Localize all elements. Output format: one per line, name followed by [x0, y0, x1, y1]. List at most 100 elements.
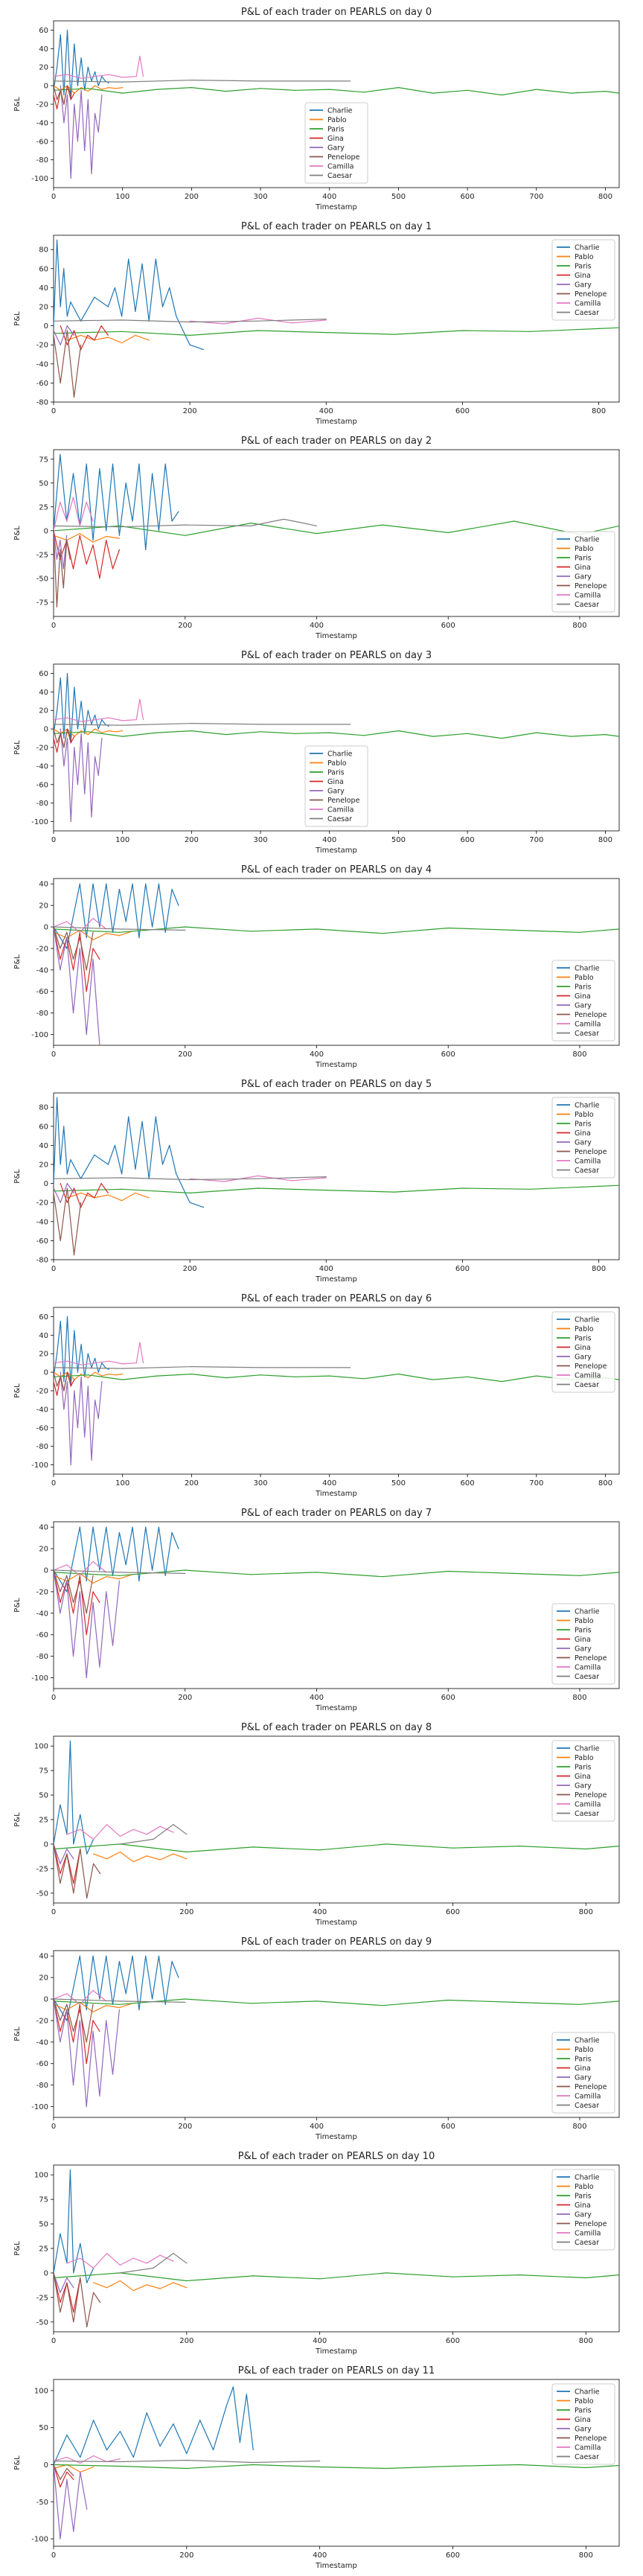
chart-svg: P&L of each trader on PEARLS on day 0 0 10… [13, 7, 620, 211]
y-tick-label: -25 [36, 2294, 48, 2302]
x-tick-label: 600 [461, 193, 475, 201]
y-axis-label: P&L [13, 1812, 22, 1827]
legend-label: Pablo [575, 1617, 594, 1625]
legend-label: Charlie [575, 1608, 600, 1616]
data-point [112, 463, 114, 465]
legend-label: Penelope [327, 797, 360, 805]
data-point [92, 931, 94, 933]
data-point [87, 742, 89, 744]
data-point [225, 2405, 228, 2406]
data-point [122, 1363, 124, 1365]
x-tick-label: 0 [51, 1694, 56, 1702]
x-tick-label: 700 [529, 1479, 543, 1488]
legend-label: Pablo [327, 759, 347, 768]
y-tick-label: 0 [44, 1369, 48, 1377]
data-point [225, 90, 227, 92]
legend-box [551, 531, 615, 613]
chart-svg: P&L of each trader on PEARLS on day 5 0 20… [13, 1079, 620, 1284]
data-point [72, 568, 74, 570]
data-point [63, 1390, 65, 1391]
x-tick-label: 800 [592, 1265, 606, 1273]
x-tick-label: 600 [461, 836, 475, 844]
data-point [186, 2280, 188, 2282]
data-point [447, 532, 449, 533]
y-tick-label: 25 [39, 503, 48, 511]
legend-label: Paris [327, 769, 345, 777]
legend-label: Charlie [575, 2388, 600, 2397]
data-point [132, 2456, 134, 2458]
x-tick-label: 700 [529, 193, 543, 201]
series-line-pablo [93, 2280, 188, 2292]
y-axis-label: P&L [13, 1169, 22, 1184]
chart-panel-day-0: P&L of each trader on PEARLS on day 0 0 10… [0, 0, 643, 214]
data-point [135, 719, 137, 721]
data-point [53, 333, 54, 334]
data-point [66, 1197, 68, 1199]
data-point [118, 888, 120, 890]
legend-box [551, 2383, 615, 2465]
legend-label: Caesar [327, 172, 352, 180]
legend-label: Camilla [575, 1158, 601, 1166]
y-tick-label: -75 [36, 599, 48, 607]
chart-title: P&L of each trader on PEARLS on day 7 [241, 1508, 432, 1519]
series-line-gary [54, 325, 74, 345]
data-point [164, 931, 166, 933]
data-point [325, 319, 327, 321]
data-point [189, 334, 191, 336]
data-point [60, 325, 61, 327]
data-point [186, 2287, 188, 2289]
series-line-paris [54, 327, 619, 336]
legend-label: Charlie [575, 2037, 600, 2045]
legend-label: Gina [575, 564, 591, 572]
legend-label: Gary [575, 2426, 592, 2434]
data-point [316, 928, 318, 930]
legend-label: Paris [575, 1627, 592, 1635]
data-point [66, 325, 68, 327]
x-tick-label: 800 [572, 1694, 586, 1702]
data-point [60, 1202, 61, 1203]
data-point [118, 549, 120, 550]
legend-label: Caesar [575, 1810, 599, 1818]
x-tick-label: 0 [51, 836, 56, 844]
data-point [223, 1181, 225, 1182]
x-axis-label: Timestamp [315, 418, 357, 426]
data-point [171, 1531, 173, 1534]
x-tick-label: 400 [310, 1694, 324, 1702]
x-tick-label: 100 [115, 836, 129, 844]
x-tick-label: 0 [51, 193, 56, 201]
y-tick-label: 75 [39, 1767, 48, 1776]
data-point [122, 92, 124, 94]
x-tick-label: 300 [254, 836, 268, 844]
data-point [128, 258, 129, 260]
series-line-pablo [54, 2464, 94, 2473]
y-axis-label: P&L [13, 954, 22, 969]
data-point [225, 1377, 227, 1379]
x-tick-label: 200 [185, 1479, 199, 1488]
data-point [397, 730, 400, 732]
series-line-charlie [54, 2169, 95, 2283]
data-point [579, 1575, 580, 1576]
data-point [99, 2095, 100, 2097]
data-point [106, 1823, 108, 1826]
legend-label: Gina [575, 272, 591, 280]
legend-box [551, 1603, 615, 1685]
x-tick-label: 0 [51, 1265, 56, 1273]
series-line-paris [54, 86, 619, 96]
chart-svg: P&L of each trader on PEARLS on day 4 0 20… [13, 864, 620, 1069]
data-point [66, 2020, 68, 2021]
data-point [60, 1240, 61, 1241]
x-tick-label: 200 [179, 2337, 193, 2345]
data-point [382, 524, 383, 526]
data-point [319, 2278, 321, 2280]
data-point [118, 2003, 120, 2005]
x-tick-label: 0 [51, 407, 56, 415]
data-point [73, 2287, 74, 2289]
data-point [349, 80, 351, 82]
x-tick-label: 400 [319, 407, 333, 415]
data-point [80, 87, 82, 89]
data-point [250, 1574, 252, 1575]
data-point [232, 2386, 234, 2388]
y-axis-label: P&L [13, 1383, 22, 1398]
y-tick-label: 50 [39, 1792, 48, 1800]
